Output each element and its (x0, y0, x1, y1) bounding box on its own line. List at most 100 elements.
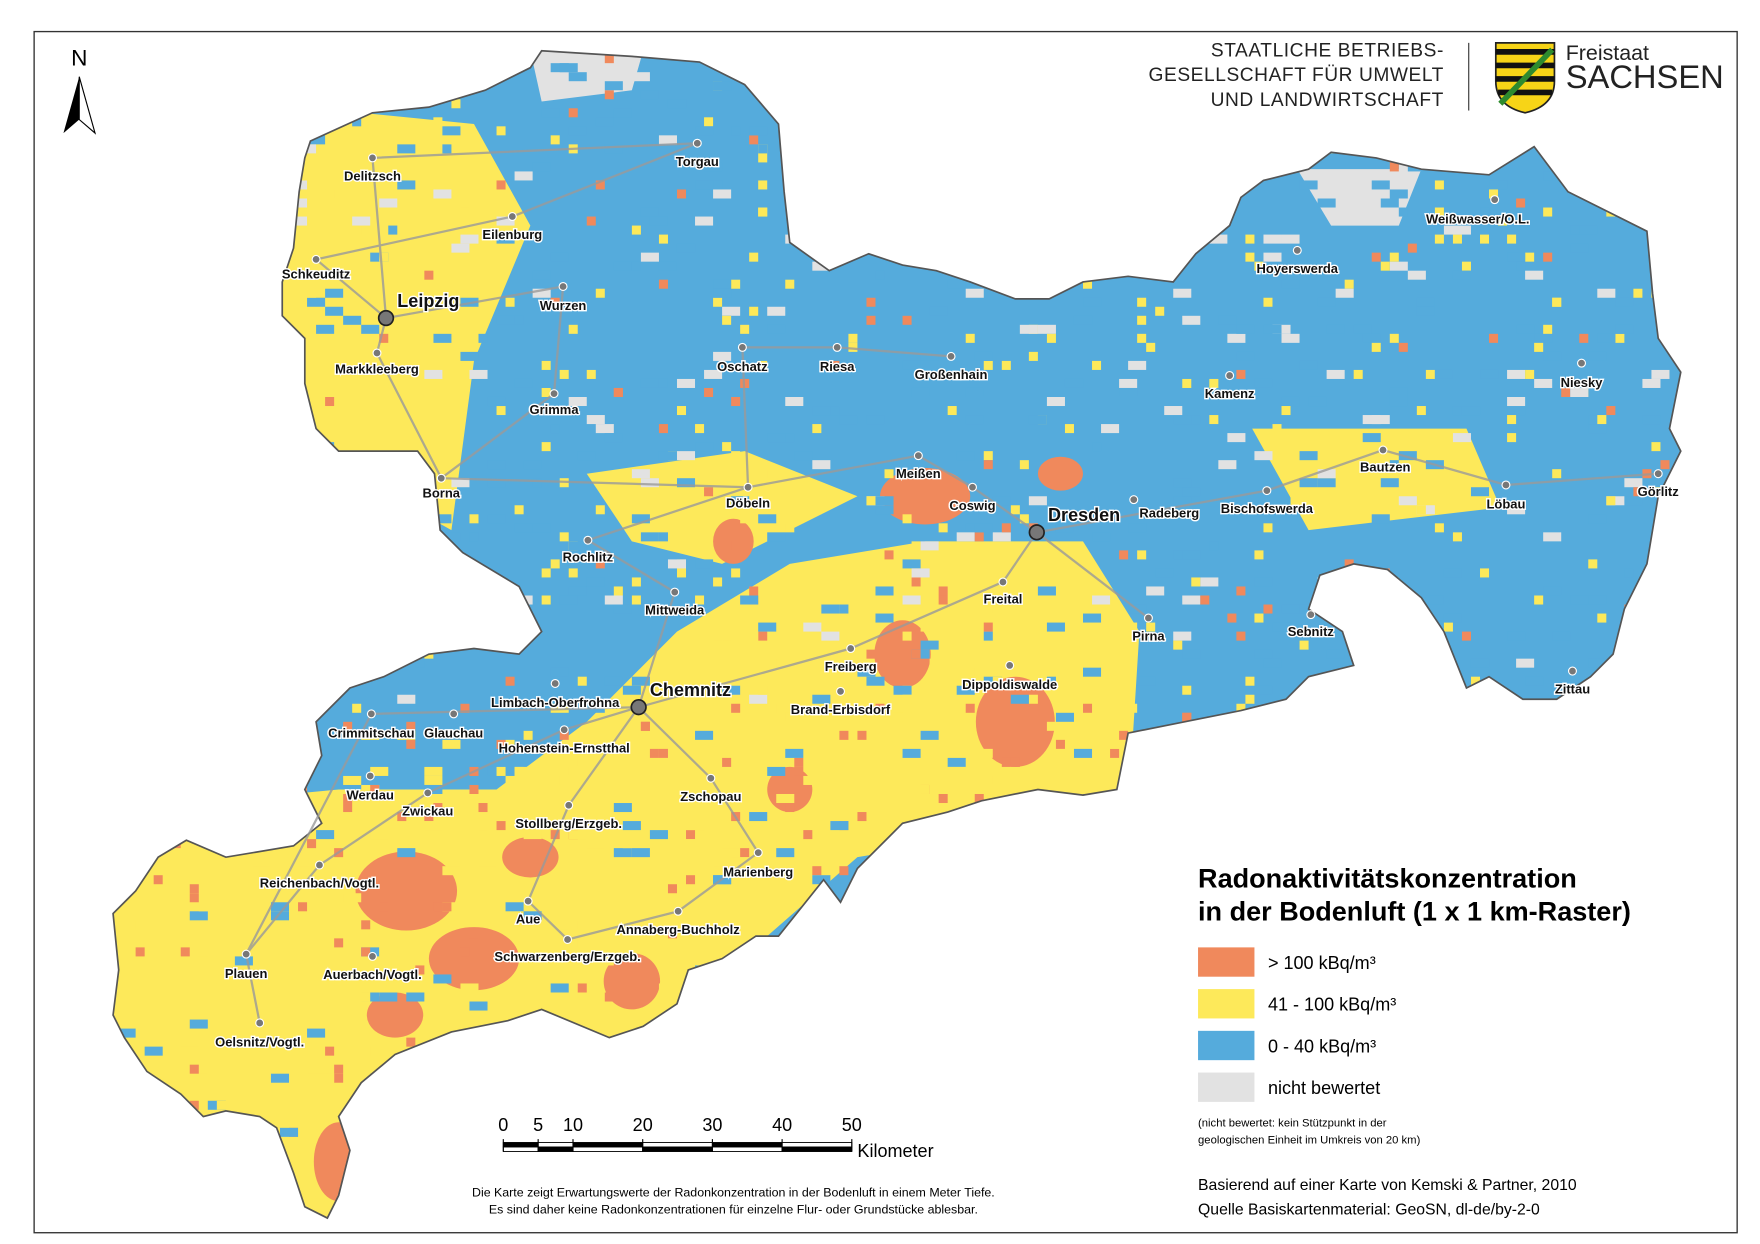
raster-cell (722, 757, 732, 767)
scale-segment (502, 1146, 539, 1152)
raster-cell (469, 784, 479, 794)
raster-cell (938, 793, 948, 804)
raster-cell (704, 676, 714, 686)
raster-cell (911, 568, 930, 578)
raster-cell (234, 956, 253, 966)
raster-cell (505, 739, 515, 749)
raster-cell (523, 830, 542, 840)
raster-cell (1371, 252, 1381, 262)
raster-cell (902, 315, 912, 325)
city-marker (743, 482, 753, 492)
scale-segment (502, 1142, 539, 1148)
city-marker (946, 351, 956, 361)
raster-cell (1119, 378, 1138, 388)
raster-cell (1173, 631, 1192, 641)
raster-cell (658, 748, 668, 758)
raster-cell (812, 875, 831, 885)
city-marker (449, 709, 459, 719)
raster-cell (1543, 586, 1562, 596)
raster-cell (442, 739, 461, 749)
raster-cell (1452, 406, 1462, 416)
city-label: Glauchau (424, 726, 483, 741)
raster-cell (631, 225, 641, 235)
raster-cell (541, 568, 551, 578)
raster-cell (722, 442, 732, 452)
raster-cell (622, 1019, 632, 1029)
raster-cell (207, 983, 217, 993)
raster-cell (658, 983, 677, 993)
city-marker (1306, 610, 1316, 620)
raster-cell (586, 216, 596, 226)
raster-cell (1660, 460, 1670, 470)
raster-cell (713, 288, 732, 298)
raster-cell (442, 144, 452, 154)
raster-cell (848, 342, 858, 352)
raster-cell (595, 288, 605, 298)
raster-cell (893, 685, 912, 695)
raster-cell (1173, 640, 1183, 650)
raster-cell (920, 351, 939, 361)
raster-cell (550, 667, 569, 677)
raster-cell (379, 902, 389, 912)
raster-cell (523, 911, 542, 921)
raster-cell (875, 505, 894, 515)
raster-cell (1254, 685, 1273, 695)
raster-cell (1209, 234, 1228, 244)
raster-cell (1173, 288, 1192, 298)
raster-cell (947, 279, 966, 289)
city-label: Hohenstein-Ernstthal (499, 740, 630, 755)
raster-cell (370, 297, 380, 307)
raster-cell (1588, 424, 1607, 434)
raster-cell (658, 514, 668, 524)
raster-cell (1110, 739, 1120, 749)
raster-cell (902, 595, 921, 605)
raster-cell (803, 775, 822, 785)
raster-cell (866, 315, 876, 325)
raster-cell (631, 676, 650, 686)
raster-cell (1588, 415, 1598, 425)
raster-cell (135, 947, 145, 957)
raster-cell (469, 938, 479, 948)
city-label: Limbach-Oberfrohna (491, 695, 620, 710)
raster-cell (974, 523, 993, 533)
raster-cell (298, 866, 317, 876)
raster-cell (658, 451, 677, 461)
raster-cell (541, 360, 551, 370)
raster-cell (631, 469, 650, 479)
raster-cell (965, 415, 984, 425)
raster-cell (460, 351, 479, 361)
raster-cell (676, 541, 687, 551)
state-border (112, 49, 1682, 1220)
raster-cell (1389, 261, 1408, 271)
road (313, 215, 565, 480)
raster-cell (595, 559, 605, 569)
raster-cell (1263, 658, 1282, 668)
raster-cell (713, 297, 723, 307)
raster-cell (1299, 180, 1318, 190)
raster-cell (577, 938, 596, 948)
raster-cell (947, 739, 957, 749)
raster-cell (478, 803, 488, 813)
raster-cell (1083, 279, 1093, 289)
city-marker (311, 254, 321, 264)
raster-cell (884, 712, 903, 722)
city-label: Crimmitschau (328, 726, 415, 741)
raster-cell (776, 658, 786, 668)
raster-cell (532, 270, 551, 280)
raster-cell (758, 631, 768, 641)
scale-segment (572, 1146, 644, 1152)
city-marker (836, 686, 846, 696)
org-name: STAATLICHE BETRIEBS- (1211, 40, 1444, 61)
raster-cell (902, 748, 921, 758)
raster-cell (1516, 261, 1526, 271)
raster-cell (658, 135, 677, 145)
raster-cell (631, 72, 650, 82)
scale-label: 20 (633, 1115, 653, 1135)
raster-cell (974, 793, 984, 804)
city-label: Zschopau (680, 789, 741, 804)
raster-cell (469, 532, 479, 542)
raster-cell (397, 730, 416, 740)
raster-cell (379, 252, 389, 262)
legend-swatch (1198, 947, 1255, 977)
city-label: Chemnitz (650, 680, 731, 700)
